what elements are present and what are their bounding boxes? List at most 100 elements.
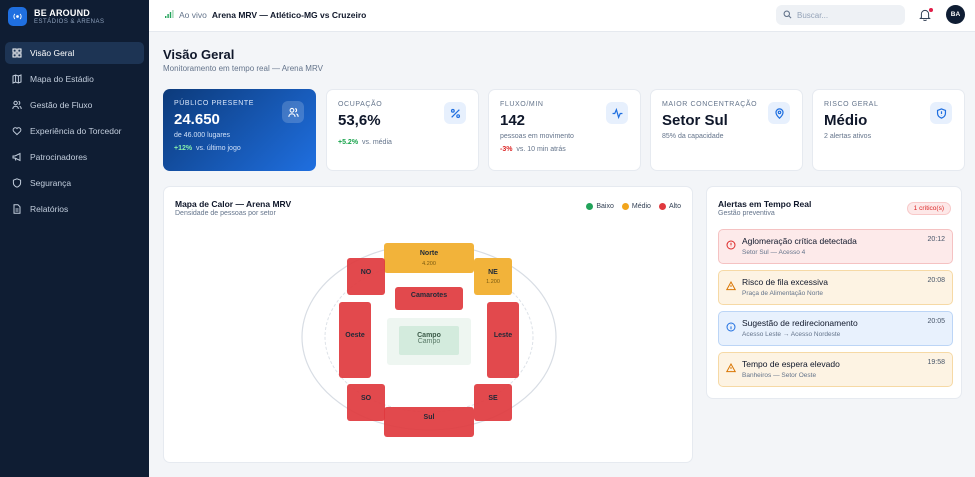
kpi-value: 24.650 [174,111,220,128]
legend-label: Alto [668,203,681,210]
alert-time: 20:12 [927,236,945,243]
heatmap-card: Mapa de Calor — Arena MRV Densidade de p… [163,186,693,463]
sector-label: Norte [420,250,438,257]
sidebar-item-label: Visão Geral [30,48,75,58]
legend-dot [658,203,666,210]
notification-dot [929,8,933,12]
kpi-fluxo[interactable]: Fluxo/min 142 pessoas em movimento -3% v… [488,89,641,171]
kpi-risco-geral[interactable]: Risco geral Médio 2 alertas ativos [812,89,965,171]
page-subtitle: Monitoramento em tempo real — Arena MRV [163,64,323,73]
sector-label: Camarotes [411,292,447,299]
sidebar-item-label: Experiência do Torcedor [30,126,122,136]
legend-dot [621,203,629,210]
kpi-label: Público presente [174,100,255,107]
alert-item-warning[interactable]: Tempo de espera elevado Banheiros — Seto… [718,352,953,387]
megaphone-icon [11,152,22,163]
sidebar-item-relatorios[interactable]: Relatórios [5,198,144,220]
kpi-description: 85% da capacidade [662,133,724,140]
heart-icon [11,126,22,137]
warning-icon [725,360,737,373]
kpi-trend: -3% vs. 10 min atrás [500,146,629,153]
sidebar: BE AROUND ESTÁDIOS & ARENAS Visão Geral … [0,0,149,477]
sidebar-item-visao-geral[interactable]: Visão Geral [5,42,144,64]
page-title: Visão Geral [163,47,235,62]
kpi-label: Fluxo/min [500,101,544,108]
sector-sul[interactable]: Sul [384,407,474,437]
sidebar-item-mapa[interactable]: Mapa do Estádio [5,68,144,90]
alert-time: 19:58 [927,359,945,366]
sector-label: NO [361,269,372,276]
trend-value: +12% [174,145,193,152]
sector-so[interactable]: SO [347,384,385,421]
kpi-ocupacao[interactable]: Ocupação 53,6% +5.2% vs. média [326,89,479,171]
alerts-subtitle: Gestão preventiva [718,210,775,217]
alert-subtitle: Acesso Leste → Acesso Nordeste [742,331,841,338]
map-pin-icon [768,102,790,124]
alert-title: Tempo de espera elevado [742,359,840,369]
alert-subtitle: Praça de Alimentação Norte [742,290,823,297]
match-title: Arena MRV — Atlético-MG vs Cruzeiro [211,10,367,20]
trend-value: +5.2% [338,139,359,146]
kpi-value: 142 [500,112,526,129]
sidebar-item-label: Gestão de Fluxo [30,100,93,110]
alert-item-info[interactable]: Sugestão de redirecionamento Acesso Lest… [718,311,953,346]
sidebar-item-label: Segurança [30,178,72,188]
kpi-trend: +5.2% vs. média [338,139,467,146]
sidebar-item-patrocinadores[interactable]: Patrocinadores [5,146,144,168]
sector-se[interactable]: SE [474,384,512,421]
trend-note: vs. 10 min atrás [516,146,566,153]
alerts-card: Alertas em Tempo Real Gestão preventiva … [706,186,962,399]
shield-alert-icon [930,102,952,124]
kpi-value: Setor Sul [662,112,728,129]
brand-subtitle: ESTÁDIOS & ARENAS [34,18,105,25]
heatmap-legend: Baixo Médio Alto [586,203,681,210]
notifications-button[interactable] [919,8,933,22]
legend-label: Baixo [596,203,614,210]
kpi-maior-concentracao[interactable]: Maior concentração Setor Sul 85% da capa… [650,89,803,171]
kpi-trend: +12% vs. último jogo [174,145,305,152]
alert-title: Aglomeração crítica detectada [742,236,857,246]
search-placeholder: Buscar... [797,10,829,20]
sidebar-item-fluxo[interactable]: Gestão de Fluxo [5,94,144,116]
legend-item-alto: Alto [658,203,681,210]
warning-icon [725,278,737,291]
heatmap-subtitle: Densidade de pessoas por setor [175,210,276,217]
search-input[interactable]: Buscar... [776,5,905,25]
kpi-publico-presente[interactable]: Público presente 24.650 de 46.000 lugare… [163,89,316,171]
sidebar-item-label: Mapa do Estádio [30,74,94,84]
percent-icon [444,102,466,124]
avatar[interactable]: BA [946,5,965,24]
grid-icon [11,48,22,59]
users-icon [282,101,304,123]
alert-subtitle: Setor Sul — Acesso 4 [742,249,806,256]
sector-norte[interactable]: Norte 4.200 [384,243,474,273]
sidebar-item-seguranca[interactable]: Segurança [5,172,144,194]
alert-subtitle: Banheiros — Setor Oeste [742,372,817,379]
sector-oeste[interactable]: Oeste [339,302,371,378]
alert-item-critical[interactable]: Aglomeração crítica detectada Setor Sul … [718,229,953,264]
search-icon [783,10,792,21]
sector-label: SO [361,395,372,402]
legend-dot [586,203,594,210]
brand[interactable]: BE AROUND ESTÁDIOS & ARENAS [0,0,149,32]
sector-label: Leste [494,332,512,339]
sector-no[interactable]: NO [347,258,385,295]
users-icon [11,100,22,111]
sector-ne[interactable]: NE 1.200 [474,258,512,295]
bell-icon [919,8,931,25]
alert-circle-icon [726,237,736,250]
brand-name: BE AROUND [34,7,90,18]
sector-label: Sul [424,414,435,421]
sector-camarotes[interactable]: Camarotes [395,287,463,310]
kpi-description: de 46.000 lugares [174,132,231,139]
sidebar-nav: Visão Geral Mapa do Estádio Gestão de Fl… [0,42,149,220]
legend-item-medio: Médio [621,203,651,210]
critical-count-badge: 1 crítico(s) [906,202,951,215]
sidebar-item-experiencia[interactable]: Experiência do Torcedor [5,120,144,142]
sector-leste[interactable]: Leste [487,302,519,378]
alert-item-warning[interactable]: Risco de fila excessiva Praça de Aliment… [718,270,953,305]
legend-label: Médio [631,203,651,210]
sidebar-item-label: Patrocinadores [30,152,88,162]
sector-value: 4.200 [422,261,436,267]
kpi-label: Ocupação [338,101,383,108]
